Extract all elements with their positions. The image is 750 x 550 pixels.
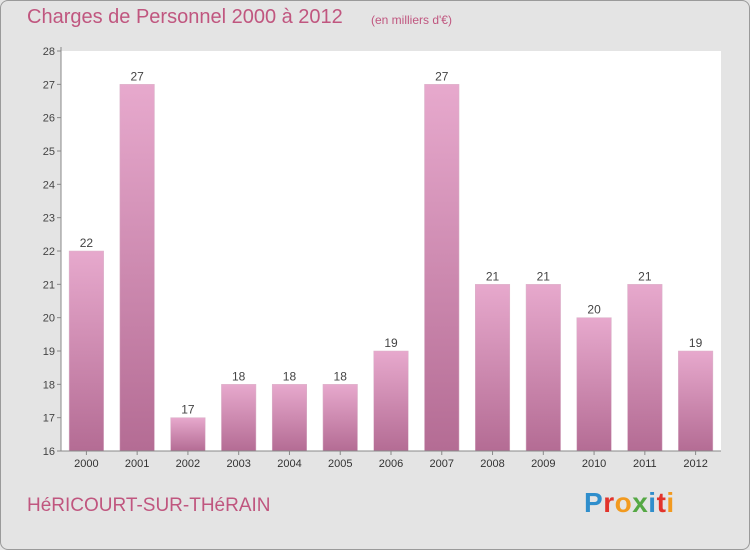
bar-value-label: 19 — [689, 336, 703, 350]
brand-letter: x — [632, 487, 649, 518]
bar-value-label: 19 — [384, 336, 398, 350]
bar-value-label: 27 — [130, 69, 144, 83]
bar-2002 — [170, 417, 206, 452]
y-tick-label: 22 — [43, 246, 55, 258]
bar-value-label: 17 — [181, 403, 195, 417]
x-tick-label: 2012 — [683, 458, 707, 470]
bar-value-label: 18 — [334, 369, 348, 383]
y-tick-label: 28 — [43, 46, 55, 58]
x-tick-label: 2008 — [480, 458, 504, 470]
bar-2011 — [627, 284, 663, 452]
x-tick-label: 2000 — [74, 458, 98, 470]
y-tick-label: 23 — [43, 213, 55, 225]
x-tick-label: 2011 — [633, 458, 657, 470]
x-tick-label: 2010 — [582, 458, 606, 470]
x-tick-label: 2009 — [531, 458, 555, 470]
x-tick-label: 2005 — [328, 458, 352, 470]
brand-letter: r — [603, 487, 615, 518]
bar-value-label: 21 — [638, 269, 652, 283]
brand-letter: P — [584, 487, 604, 518]
brand-letter: t — [656, 487, 667, 518]
bar-2008 — [475, 284, 511, 452]
x-tick-label: 2003 — [226, 458, 250, 470]
bar-2004 — [271, 384, 307, 452]
bar-2000 — [68, 250, 104, 452]
y-tick-label: 25 — [43, 146, 55, 158]
y-tick-label: 16 — [43, 446, 55, 458]
y-tick-label: 19 — [43, 346, 55, 358]
y-tick-label: 27 — [43, 79, 55, 91]
chart-title: Charges de Personnel 2000 à 2012 — [27, 6, 343, 28]
bar-2010 — [576, 317, 612, 452]
town-name: HéRICOURT-SUR-THéRAIN — [27, 495, 271, 516]
bar-2005 — [322, 384, 358, 452]
bar-value-label: 18 — [283, 369, 297, 383]
chart-subtitle: (en milliers d'€) — [371, 13, 452, 27]
y-tick-label: 20 — [43, 313, 55, 325]
bar-2009 — [525, 284, 561, 452]
x-tick-label: 2004 — [277, 458, 301, 470]
brand-letter: i — [666, 487, 675, 518]
bar-2001 — [119, 84, 155, 452]
y-tick-label: 18 — [43, 379, 55, 391]
bar-value-label: 27 — [435, 69, 449, 83]
x-tick-label: 2002 — [176, 458, 200, 470]
bar-value-label: 20 — [587, 303, 601, 317]
brand-letter: i — [648, 487, 657, 518]
x-tick-label: 2001 — [125, 458, 149, 470]
x-tick-label: 2006 — [379, 458, 403, 470]
bar-2006 — [373, 350, 409, 452]
x-tick-label: 2007 — [430, 458, 454, 470]
proxiti-logo[interactable]: Proxiti — [584, 487, 675, 519]
bar-value-label: 18 — [232, 369, 246, 383]
brand-letter: o — [614, 487, 633, 518]
y-tick-label: 24 — [43, 179, 55, 191]
bar-value-label: 21 — [537, 269, 551, 283]
bar-2003 — [221, 384, 257, 452]
bar-value-label: 22 — [80, 236, 94, 250]
bar-2012 — [678, 350, 714, 452]
y-tick-label: 17 — [43, 413, 55, 425]
y-tick-label: 26 — [43, 113, 55, 125]
bar-2007 — [424, 84, 460, 452]
y-tick-label: 21 — [43, 279, 55, 291]
bar-value-label: 21 — [486, 269, 500, 283]
